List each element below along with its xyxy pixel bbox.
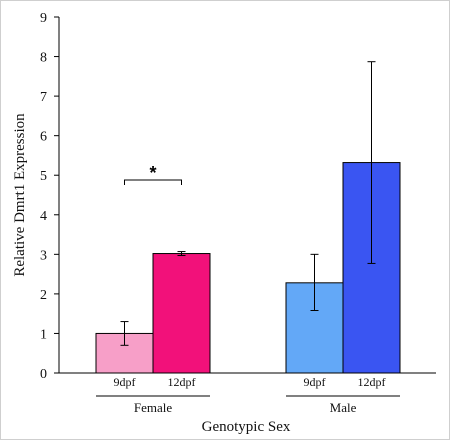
y-tick-label: 9	[40, 11, 47, 26]
category-label: 12dpf	[358, 375, 386, 389]
group-label-male: Male	[330, 400, 357, 415]
category-label: 9dpf	[304, 375, 326, 389]
y-tick-label: 7	[40, 90, 47, 105]
y-tick-label: 8	[40, 51, 47, 66]
category-label: 12dpf	[168, 375, 196, 389]
group-label-female: Female	[134, 400, 172, 415]
y-tick-label: 2	[40, 288, 47, 303]
y-tick-label: 0	[40, 367, 47, 382]
significance-bracket	[124, 179, 182, 185]
y-tick-label: 5	[40, 169, 47, 184]
y-axis-label: Relative Dmrt1 Expression	[12, 113, 28, 277]
bars	[95, 61, 401, 374]
x-axis-label: Genotypic Sex	[202, 419, 291, 435]
y-tick-label: 1	[40, 327, 47, 342]
significance-marker: *	[149, 163, 156, 183]
y-tick-label: 4	[40, 209, 47, 224]
y-tick-label: 6	[40, 130, 47, 145]
y-tick-label: 3	[40, 248, 47, 263]
bar-female-12dpf	[152, 253, 211, 374]
category-label: 9dpf	[114, 375, 136, 389]
